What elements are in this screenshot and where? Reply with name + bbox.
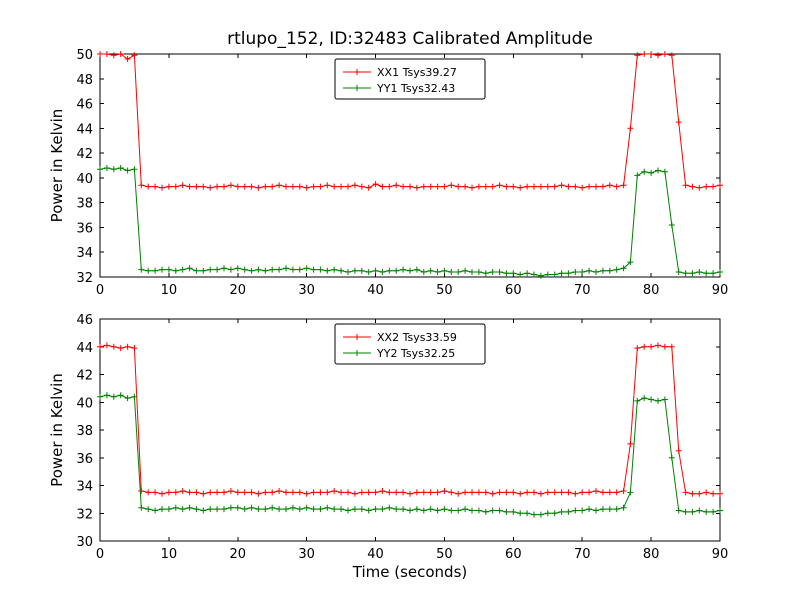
y-tick-label: 40 xyxy=(76,172,93,187)
x-tick-label: 70 xyxy=(574,283,591,298)
legend-sample-marker xyxy=(354,85,360,91)
x-tick-label: 30 xyxy=(298,547,315,562)
subplot-2: 0 10 20 30 40 50 60 70 80 90 30 32 34 36 38 40 42 44 46 XX2… xyxy=(48,313,728,581)
series-line xyxy=(99,344,720,495)
y-ticks xyxy=(100,53,720,278)
series-markers xyxy=(97,51,723,191)
x-tick-label: 20 xyxy=(230,283,247,298)
y-tick-label: 32 xyxy=(76,271,93,286)
x-axis-label: Time (seconds) xyxy=(352,563,468,581)
axes-frame xyxy=(99,53,721,278)
y-tick-label: 36 xyxy=(76,452,93,467)
legend-sample-marker xyxy=(354,69,360,75)
y-tick-label: 32 xyxy=(76,507,93,522)
x-tick-label: 80 xyxy=(643,547,660,562)
x-tick-label: 10 xyxy=(161,283,178,298)
x-tick-label: 50 xyxy=(436,283,453,298)
x-tick-label: 80 xyxy=(643,283,660,298)
series-markers xyxy=(97,342,723,497)
y-tick-label: 44 xyxy=(76,122,93,137)
x-tick-label: 0 xyxy=(96,547,104,562)
y-tick-label: 50 xyxy=(76,48,93,63)
legend-label: XX1 Tsys39.27 xyxy=(377,66,457,79)
x-tick-label: 40 xyxy=(367,283,384,298)
y-axis-label: Power in Kelvin xyxy=(48,109,66,223)
y-axis-label: Power in Kelvin xyxy=(48,373,66,487)
legend-sample-marker xyxy=(354,334,360,340)
legend: XX2 Tsys33.59 YY2 Tsys32.25 xyxy=(334,323,486,365)
y-tick-label: 46 xyxy=(76,98,93,113)
legend-box xyxy=(334,323,486,365)
series-markers xyxy=(97,392,723,518)
y-tick-label: 36 xyxy=(76,221,93,236)
y-tick-label: 48 xyxy=(76,73,93,88)
x-tick-label: 60 xyxy=(505,283,522,298)
y-tick-label: 38 xyxy=(76,197,93,212)
legend-sample-marker xyxy=(354,350,360,356)
legend-label: XX2 Tsys33.59 xyxy=(377,331,457,344)
x-tick-label: 0 xyxy=(96,283,104,298)
x-tick-label: 30 xyxy=(298,283,315,298)
legend-label: YY2 Tsys32.25 xyxy=(376,347,455,360)
x-tick-label: 50 xyxy=(436,547,453,562)
y-tick-label: 40 xyxy=(76,396,93,411)
x-tick-label: 90 xyxy=(712,283,729,298)
series-markers xyxy=(97,165,723,279)
x-ticks xyxy=(99,319,721,541)
x-tick-label: 70 xyxy=(574,547,591,562)
x-tick-label: 90 xyxy=(712,547,729,562)
y-tick-label: 34 xyxy=(76,480,93,495)
subplot-1: 0 10 20 30 40 50 60 70 80 90 32 34 36 38 40 42 44 46 48 50 X… xyxy=(48,29,728,298)
y-tick-label: 30 xyxy=(76,535,93,550)
x-tick-label: 40 xyxy=(367,547,384,562)
x-tick-label: 60 xyxy=(505,547,522,562)
x-tick-label: 10 xyxy=(161,547,178,562)
legend-box xyxy=(334,58,486,100)
y-tick-label: 34 xyxy=(76,246,93,261)
y-tick-label: 38 xyxy=(76,424,93,439)
figure-title: rtlupo_152, ID:32483 Calibrated Amplitud… xyxy=(227,29,593,49)
legend: XX1 Tsys39.27 YY1 Tsys32.43 xyxy=(334,58,486,100)
x-tick-label: 20 xyxy=(230,547,247,562)
y-tick-label: 44 xyxy=(76,341,93,356)
y-tick-label: 46 xyxy=(76,313,93,328)
legend-label: YY1 Tsys32.43 xyxy=(376,82,455,95)
y-tick-label: 42 xyxy=(76,147,93,162)
y-tick-label: 42 xyxy=(76,369,93,384)
y-ticks xyxy=(100,318,720,542)
